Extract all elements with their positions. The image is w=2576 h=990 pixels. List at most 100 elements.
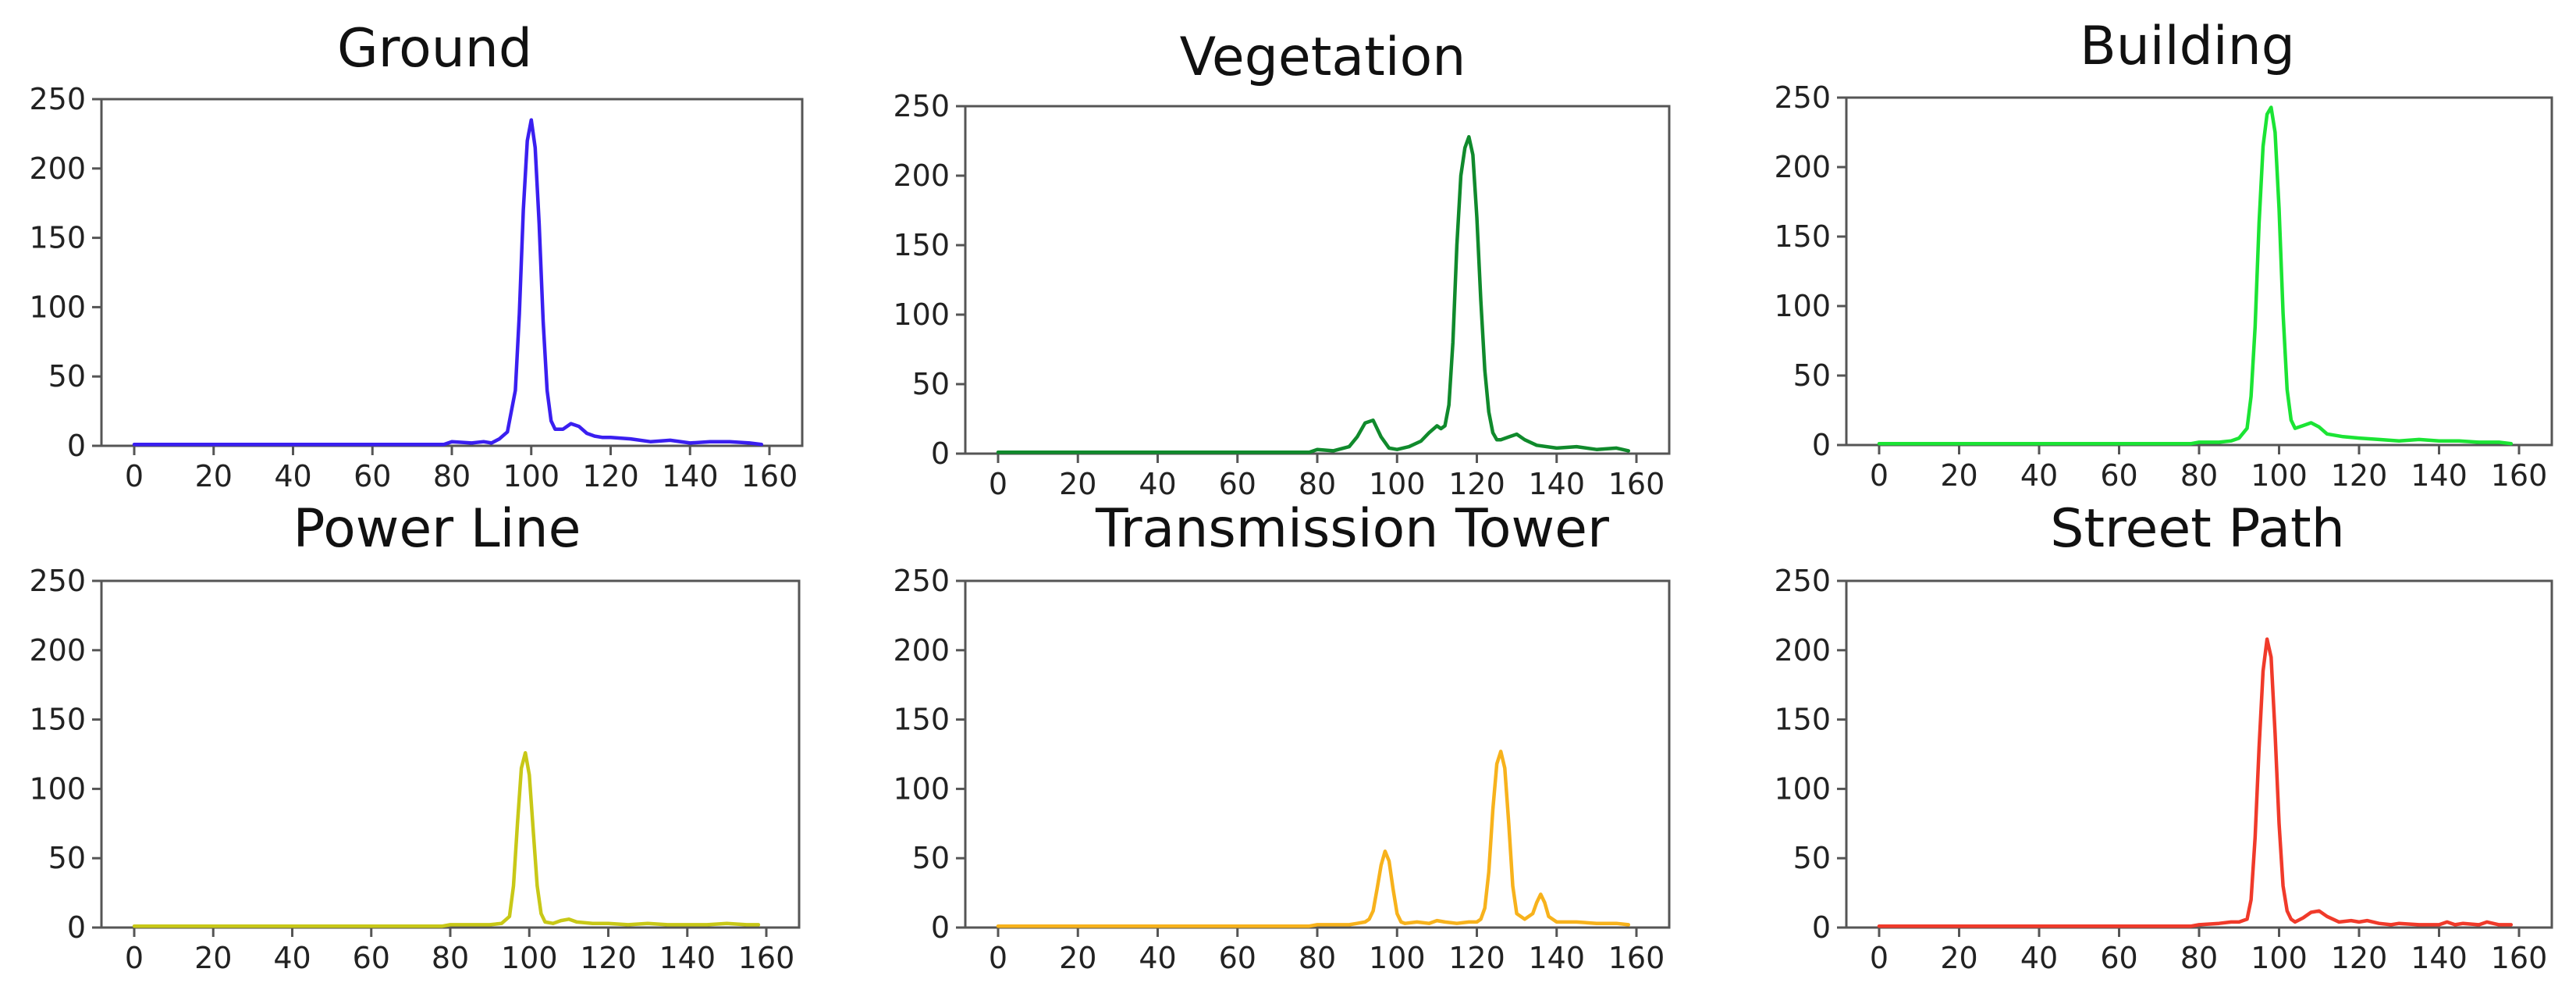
y-tick-label: 50 xyxy=(912,367,950,401)
y-tick-label: 100 xyxy=(1774,289,1831,323)
x-tick-label: 120 xyxy=(1448,467,1505,501)
x-tick-label: 20 xyxy=(1059,467,1096,501)
chart-title: Building xyxy=(2080,16,2295,77)
y-tick-label: 50 xyxy=(1793,841,1831,875)
x-tick-label: 40 xyxy=(1139,467,1176,501)
x-tick-label: 100 xyxy=(2251,458,2308,493)
x-tick-label: 0 xyxy=(989,467,1007,501)
x-tick-label: 60 xyxy=(1219,941,1256,975)
y-tick-label: 250 xyxy=(29,82,86,116)
x-tick-label: 140 xyxy=(1528,467,1585,501)
chart-title: Ground xyxy=(337,18,532,80)
y-tick-label: 100 xyxy=(29,290,86,324)
y-tick-label: 250 xyxy=(1774,564,1831,598)
x-tick-label: 0 xyxy=(1870,458,1888,493)
y-tick-label: 200 xyxy=(893,633,950,668)
y-tick-label: 0 xyxy=(1812,910,1831,945)
chart-panel-street-path: Street Path 0 20 40 60 80 100 120 140 160 0 50 100 1… xyxy=(1774,498,2553,975)
x-tick-label: 100 xyxy=(501,941,558,975)
y-tick-label: 200 xyxy=(893,158,950,193)
series-line xyxy=(996,750,1631,928)
y-tick-label: 150 xyxy=(893,703,950,737)
x-tick-label: 40 xyxy=(2020,458,2058,493)
y-tick-label: 150 xyxy=(29,703,86,737)
series-line xyxy=(1877,637,2514,928)
x-tick-label: 140 xyxy=(2411,941,2468,975)
chart-panel-transmission-tower: Transmission Tower 0 20 40 60 80 100 120 140 160… xyxy=(893,498,1671,975)
x-tick-label: 160 xyxy=(741,459,798,493)
x-tick-label: 120 xyxy=(2331,941,2388,975)
x-tick-label: 40 xyxy=(274,459,311,493)
chart-panel-power-line: Power Line 0 20 40 60 80 100 120 140 160 0 50 100 15… xyxy=(29,498,801,975)
y-tick-label: 50 xyxy=(48,359,86,394)
x-tick-label: 80 xyxy=(2180,458,2218,493)
plot-frame xyxy=(100,98,804,447)
x-tick-label: 140 xyxy=(1528,941,1585,975)
x-tick-label: 100 xyxy=(1369,467,1426,501)
series-line xyxy=(1877,105,2514,446)
x-tick-label: 120 xyxy=(1448,941,1505,975)
plot-frame xyxy=(964,579,1671,929)
chart-panel-building: Building 0 20 40 60 80 100 120 140 160 0 50 100 150 2… xyxy=(1774,16,2553,493)
chart-title: Street Path xyxy=(2050,498,2345,560)
x-tick-label: 60 xyxy=(2100,941,2137,975)
chart-title: Vegetation xyxy=(1180,27,1466,88)
x-tick-label: 160 xyxy=(2491,458,2548,493)
y-tick-label: 100 xyxy=(29,771,86,806)
y-tick-label: 0 xyxy=(931,910,950,945)
y-tick-label: 200 xyxy=(1774,633,1831,668)
chart-title: Transmission Tower xyxy=(1095,498,1609,560)
y-tick-label: 150 xyxy=(29,221,86,255)
x-tick-label: 80 xyxy=(2180,941,2218,975)
x-tick-label: 80 xyxy=(1299,467,1336,501)
x-tick-label: 160 xyxy=(1608,941,1665,975)
chart-panel-ground: Ground 0 20 40 60 80 100 120 140 160 0 50 100 150 200… xyxy=(29,18,804,493)
x-tick-label: 160 xyxy=(1608,467,1665,501)
y-tick-label: 200 xyxy=(1774,150,1831,184)
chart-title: Power Line xyxy=(293,498,581,560)
y-tick-label: 100 xyxy=(893,297,950,332)
x-tick-label: 20 xyxy=(195,459,233,493)
x-tick-label: 20 xyxy=(1940,458,1977,493)
series-line xyxy=(132,750,761,928)
y-tick-label: 0 xyxy=(67,429,86,463)
plot-frame xyxy=(1845,96,2553,447)
y-tick-label: 200 xyxy=(29,633,86,668)
x-tick-label: 20 xyxy=(194,941,232,975)
x-tick-label: 80 xyxy=(433,459,471,493)
x-tick-label: 120 xyxy=(582,459,639,493)
x-tick-label: 60 xyxy=(353,941,390,975)
x-tick-label: 140 xyxy=(662,459,719,493)
chart-panel-vegetation: Vegetation 0 20 40 60 80 100 120 140 160 0 50 100 15… xyxy=(893,27,1671,501)
x-tick-label: 60 xyxy=(1219,467,1256,501)
x-tick-label: 160 xyxy=(2491,941,2548,975)
y-tick-label: 250 xyxy=(1774,80,1831,115)
x-tick-label: 0 xyxy=(1870,941,1888,975)
x-tick-label: 60 xyxy=(354,459,391,493)
plot-frame xyxy=(1845,579,2553,929)
x-tick-label: 40 xyxy=(2020,941,2058,975)
x-tick-label: 80 xyxy=(432,941,469,975)
series-line xyxy=(996,134,1631,454)
x-tick-label: 20 xyxy=(1059,941,1096,975)
x-tick-label: 120 xyxy=(580,941,637,975)
x-tick-label: 100 xyxy=(503,459,560,493)
x-tick-label: 100 xyxy=(2251,941,2308,975)
y-tick-label: 50 xyxy=(48,841,86,875)
y-tick-label: 250 xyxy=(893,564,950,598)
x-tick-label: 40 xyxy=(273,941,311,975)
x-tick-label: 80 xyxy=(1299,941,1336,975)
x-tick-label: 0 xyxy=(989,941,1007,975)
plot-frame xyxy=(964,105,1671,455)
y-tick-label: 200 xyxy=(29,151,86,186)
x-tick-label: 60 xyxy=(2100,458,2137,493)
y-tick-label: 100 xyxy=(1774,771,1831,806)
y-tick-label: 50 xyxy=(1793,358,1831,393)
y-tick-label: 250 xyxy=(893,89,950,123)
plot-frame xyxy=(100,579,801,929)
y-tick-label: 50 xyxy=(912,841,950,875)
x-tick-label: 20 xyxy=(1940,941,1977,975)
x-tick-label: 0 xyxy=(125,459,144,493)
y-tick-label: 0 xyxy=(931,436,950,471)
